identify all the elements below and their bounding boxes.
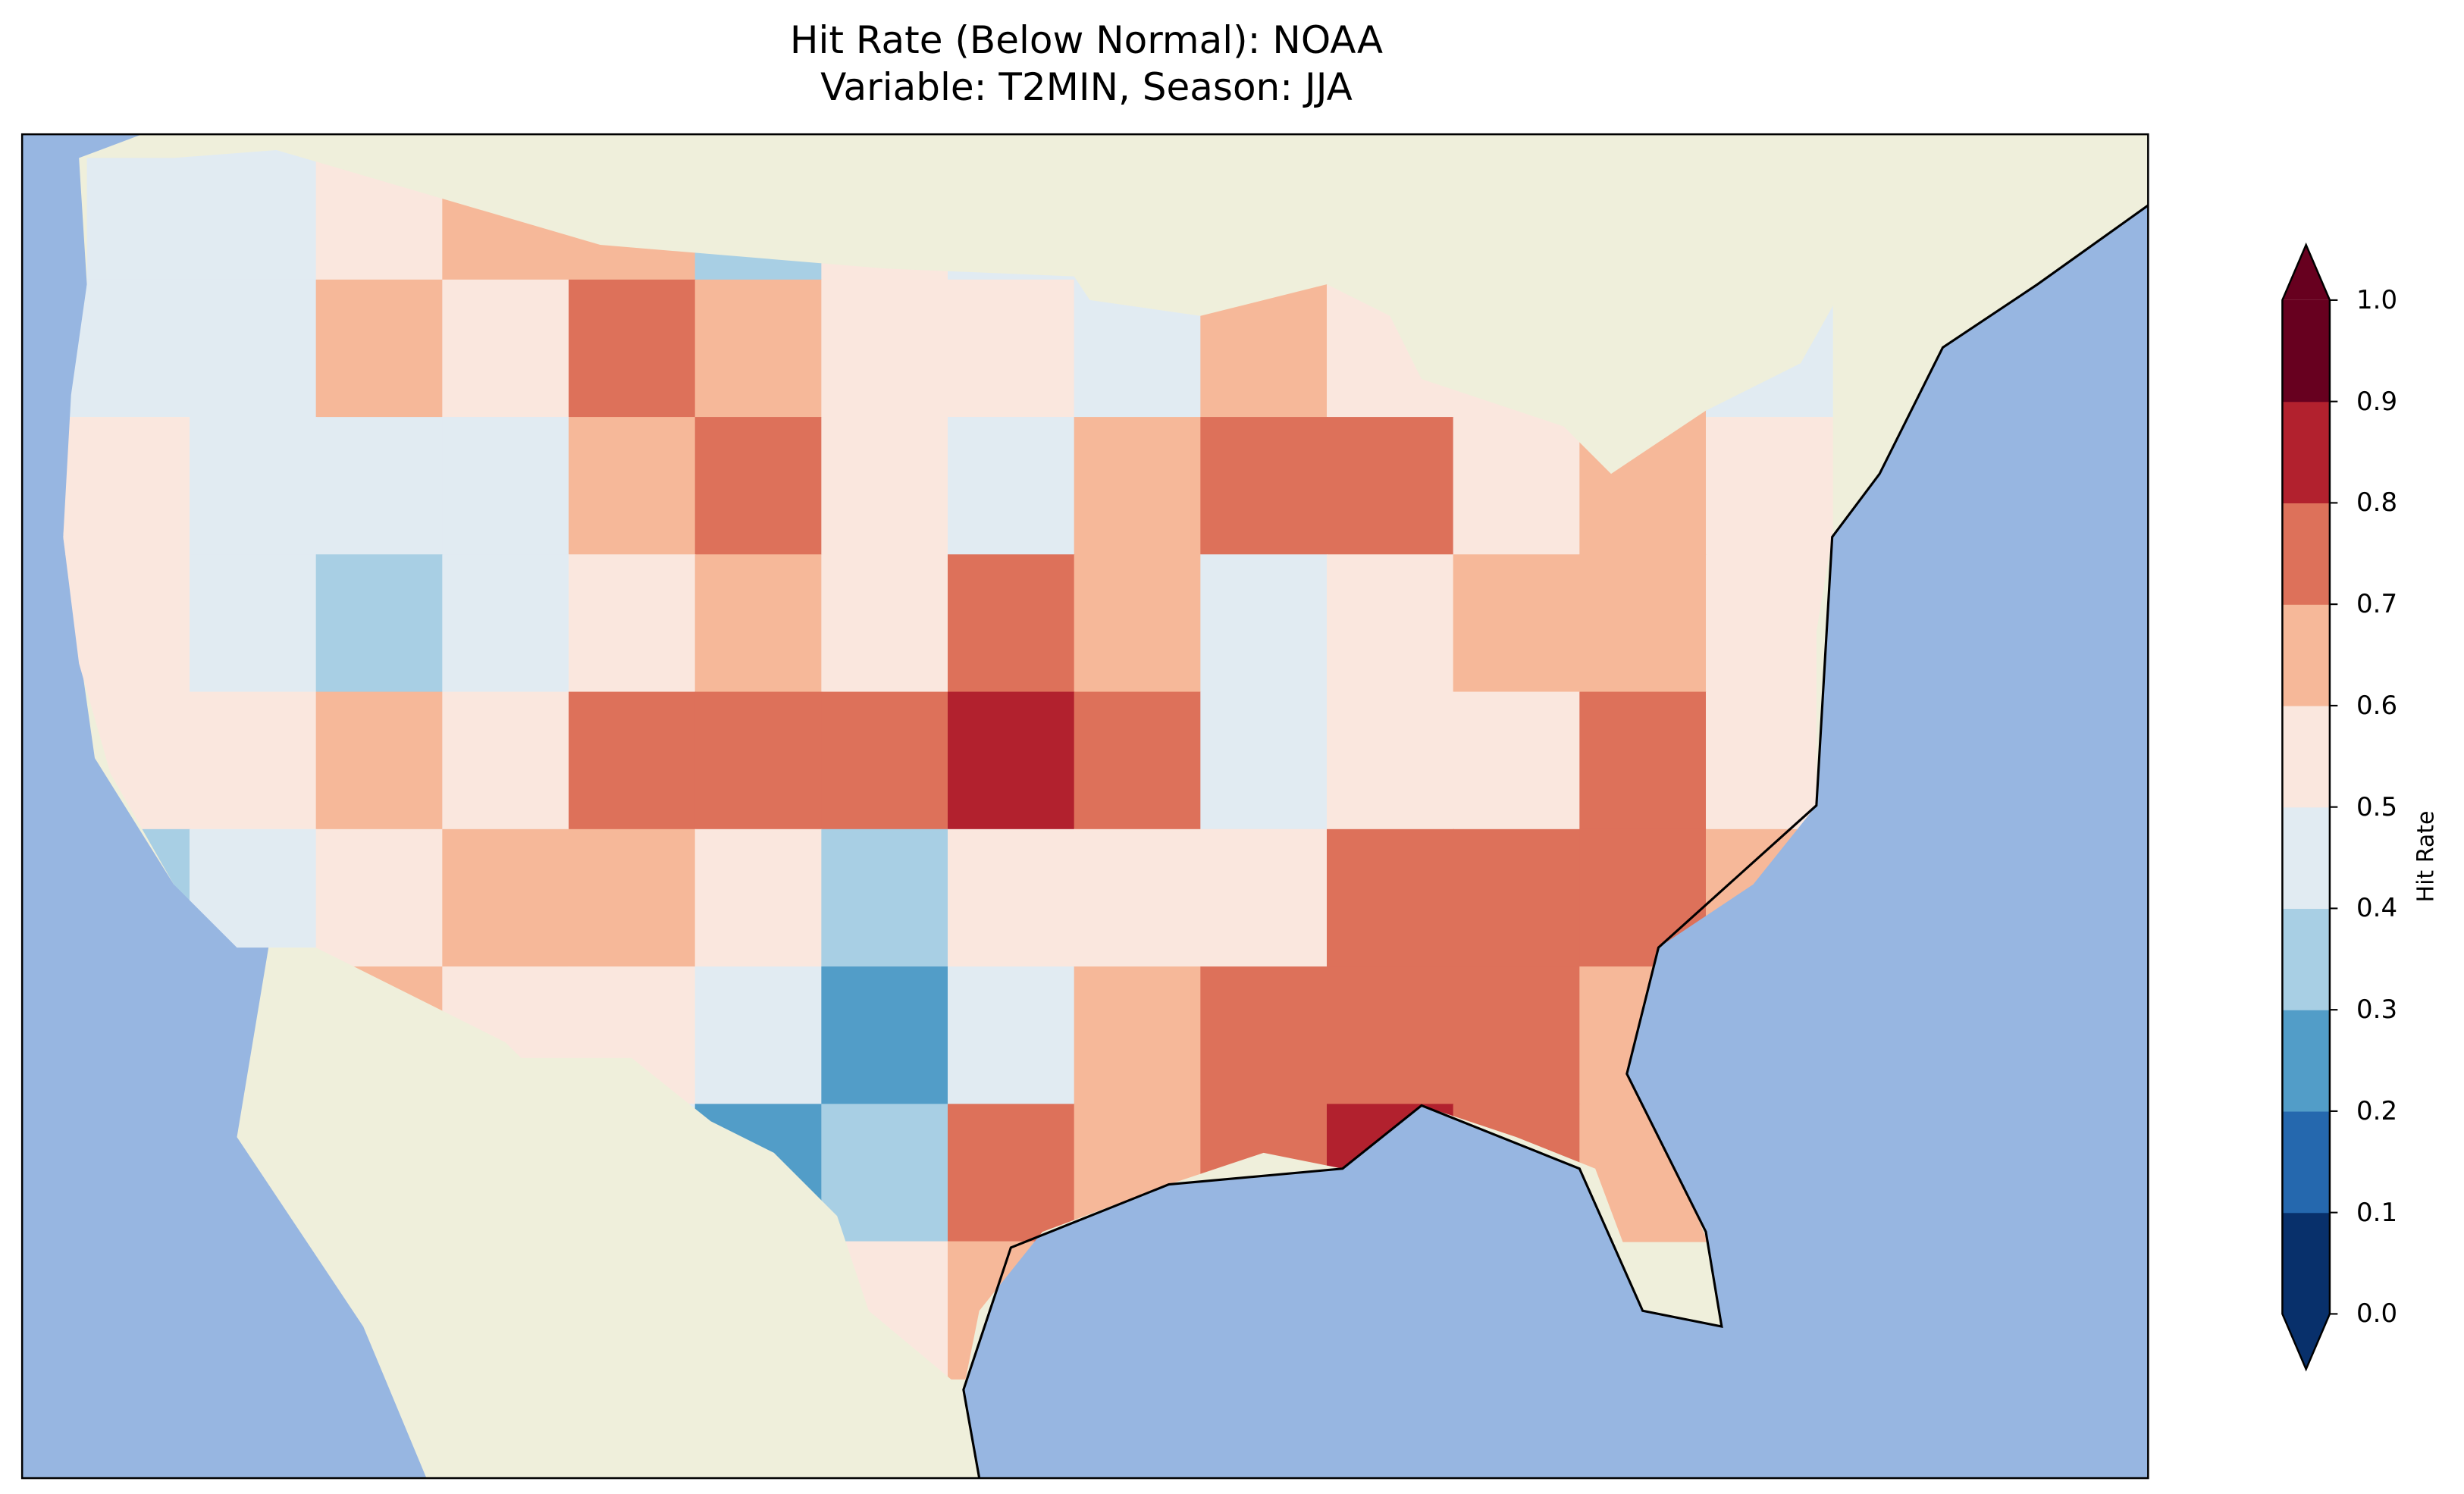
heatmap-cell [569,828,696,968]
heatmap-cell [948,966,1075,1105]
chart-title: Hit Rate (Below Normal): NOAA [789,18,1384,62]
map-frame [20,133,2149,1480]
heatmap-cell [442,828,570,968]
heatmap-cell [1706,417,1833,556]
heatmap-cell [442,691,570,830]
heatmap-cell [694,554,823,693]
heatmap-cell [694,417,823,556]
colorbar-segment [2282,299,2330,402]
colorbar-tick-label: 0.0 [2356,1298,2398,1330]
colorbar-tick-label: 0.3 [2356,994,2398,1026]
heatmap-cell [315,691,444,830]
heatmap-cell [315,828,444,968]
colorbar-segment [2282,908,2330,1010]
heatmap-cell [1453,828,1581,968]
heatmap-cell [1074,828,1202,968]
heatmap-cell [1579,554,1707,693]
colorbar-tick-label: 0.2 [2356,1095,2398,1126]
heatmap-cell [821,554,949,693]
heatmap-cell [190,554,317,693]
colorbar-tick-label: 0.4 [2356,893,2398,924]
heatmap-cell [1074,417,1202,556]
heatmap-cell [1327,554,1454,693]
colorbar-segment [2282,705,2330,808]
heatmap-cell [948,279,1075,418]
heatmap-cell [948,417,1075,556]
heatmap-cell [694,966,823,1105]
heatmap-cell [948,554,1075,693]
colorbar-tick-label: 1.0 [2356,284,2398,315]
heatmap-cell [1074,966,1202,1105]
colorbar-segment [2282,1010,2330,1112]
heatmap-cell [1453,966,1581,1105]
colorbar-segment [2282,503,2330,605]
colorbar-segment [2282,401,2330,504]
heatmap-cell [315,279,444,418]
heatmap-cell [948,1104,1075,1242]
heatmap-cell [1200,554,1328,693]
heatmap-cell [1327,828,1454,968]
heatmap-cell [821,417,949,556]
heatmap-cell [442,279,570,418]
heatmap-cell [63,417,191,556]
heatmap-cell [1327,417,1454,556]
colorbar-tick-label: 0.1 [2356,1197,2398,1228]
heatmap-cell [569,554,696,693]
heatmap-cell [63,279,191,418]
heatmap-cell [190,150,317,280]
heatmap-cell [1200,828,1328,968]
heatmap-cell [315,417,444,556]
colorbar-tick-label: 0.6 [2356,690,2398,721]
heatmap-cell [1200,417,1328,556]
colorbar-extend-min [2282,1314,2330,1370]
colorbar-segment [2282,807,2330,910]
colorbar-tick-label: 0.9 [2356,386,2398,417]
heatmap-cell [821,279,949,418]
colorbar[interactable] [2281,242,2338,1372]
heatmap-cell [1200,691,1328,830]
heatmap-cell [821,691,949,830]
colorbar-segment [2282,1212,2330,1315]
heatmap-cell [569,691,696,830]
heatmap-cell [821,828,949,968]
heatmap-cell [694,279,823,418]
heatmap-cell [694,691,823,830]
colorbar-tick-label: 0.5 [2356,791,2398,822]
colorbar-segment [2282,604,2330,706]
heatmap-cell [190,279,317,418]
heatmap-cell [948,828,1075,968]
heatmap-cell [1453,691,1581,830]
heatmap-cell [190,417,317,556]
coastline [962,204,2149,1479]
heatmap-cell [1327,691,1454,830]
colorbar-extend-max [2282,245,2330,300]
chart-subtitle: Variable: T2MIN, Season: JJA [820,65,1353,109]
heatmap-cell [1453,417,1581,556]
heatmap-cell [1327,966,1454,1105]
heatmap-cell [821,1104,949,1242]
heatmap-cell [569,417,696,556]
heatmap-cell [1706,554,1833,693]
heatmap-cell [821,966,949,1105]
heatmap-cell [1579,691,1707,830]
heatmap-cell [1074,554,1202,693]
heatmap-cell [63,554,191,693]
heatmap-cell [1453,554,1581,693]
heatmap-cell [442,417,570,556]
heatmap-cell [1200,966,1328,1105]
heatmap-cell [948,691,1075,830]
colorbar-tick-label: 0.7 [2356,589,2398,620]
heatmap-cell [1706,691,1833,830]
heatmap-cell [569,279,696,418]
colorbar-segment [2282,1110,2330,1214]
heatmap-cell [315,554,444,693]
heatmap-cell [694,828,823,968]
heatmap-cell [442,554,570,693]
colorbar-tick-label: 0.8 [2356,487,2398,518]
heatmap-cell [1074,691,1202,830]
heatmap-cell [190,691,317,830]
colorbar-label: Hit Rate [2412,810,2440,903]
